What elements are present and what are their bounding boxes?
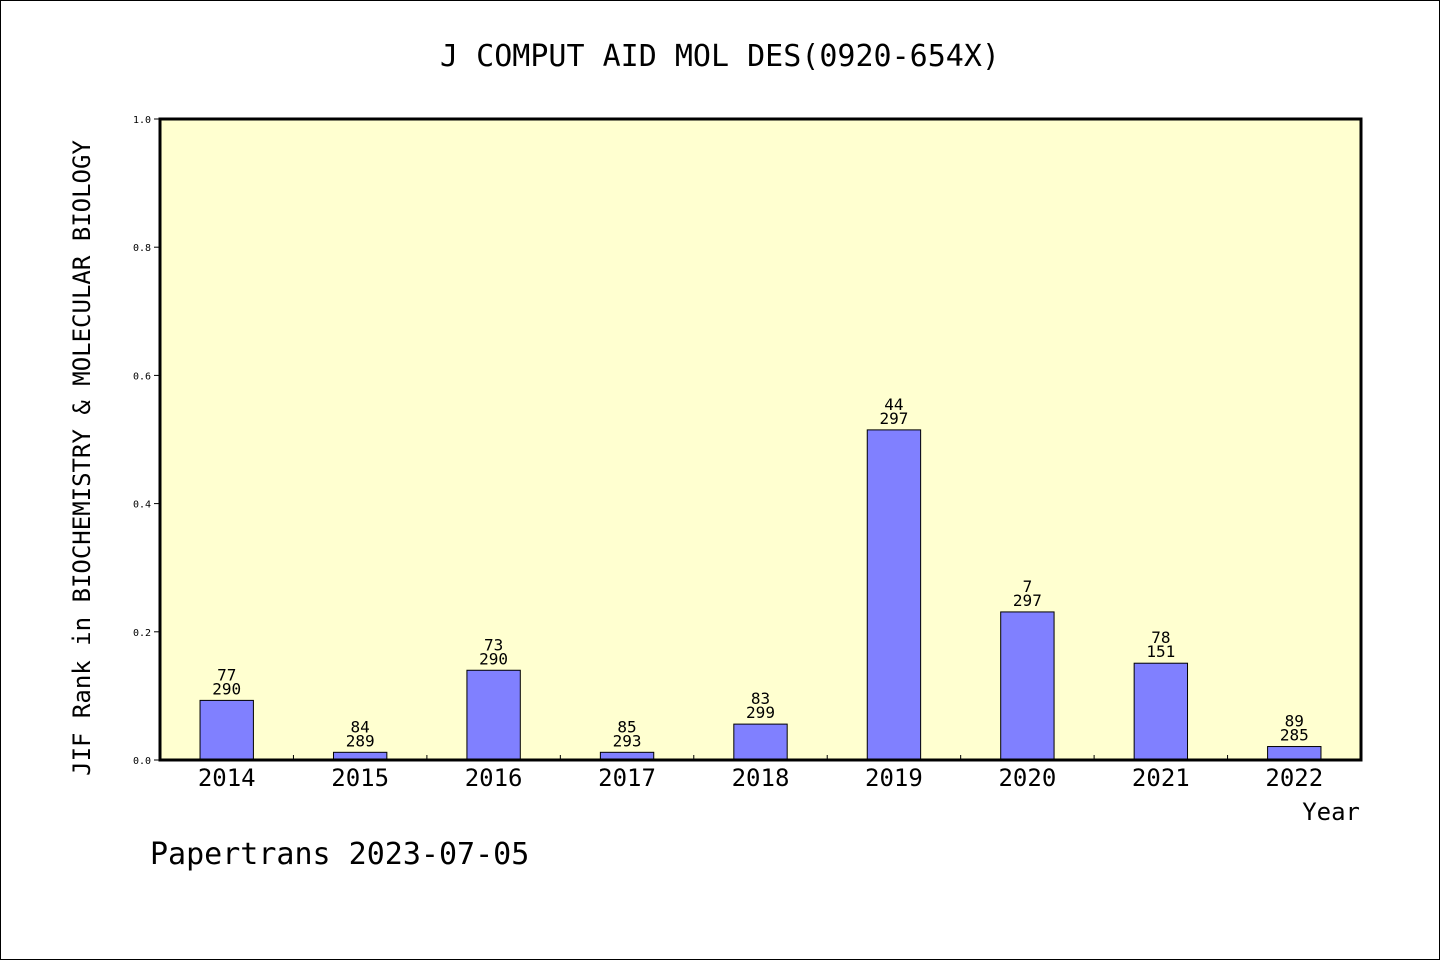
bar-labels: 7729084289732908529383299442977297781518…	[212, 395, 1308, 750]
bar-label-total: 297	[879, 409, 908, 428]
bar-2016	[466, 669, 521, 761]
bar-label-total: 290	[479, 649, 508, 668]
bar-label-total: 293	[613, 731, 642, 750]
x-tick-labels: 2014 2015 2016 2017 2018 2019 2020 2021 2022	[198, 764, 1323, 792]
bar-2014	[199, 699, 254, 761]
x-tick-label: 2021	[1132, 764, 1190, 792]
x-tick-label: 2015	[331, 764, 389, 792]
x-axis-label: Year	[1302, 798, 1360, 826]
bar-label-total: 285	[1280, 726, 1309, 745]
bar-label-total: 151	[1146, 642, 1175, 661]
y-tick-label: 0.6	[133, 371, 151, 382]
plot-area	[160, 119, 1361, 760]
bar-label-total: 299	[746, 703, 775, 722]
x-tick-label: 2018	[732, 764, 790, 792]
bar-label-total: 290	[212, 679, 241, 698]
bar-label-rank: 7	[1023, 577, 1033, 596]
y-tick-label: 1.0	[133, 115, 151, 126]
x-tick-label: 2014	[198, 764, 256, 792]
x-tick-label: 2017	[598, 764, 656, 792]
bar-2021	[1133, 662, 1189, 761]
bar-2020	[1000, 611, 1055, 761]
bar-2018	[733, 723, 788, 761]
y-tick-label: 0.8	[133, 243, 151, 254]
plot-border	[158, 117, 1363, 762]
bar-label-rank: 84	[351, 717, 370, 736]
y-tick-label: 0.2	[133, 628, 151, 639]
bar-label-rank: 89	[1285, 712, 1304, 731]
chart-title: J COMPUT AID MOL DES(0920-654X)	[440, 39, 1000, 74]
footer-credit: Papertrans 2023-07-05	[150, 837, 529, 872]
x-tick-label: 2022	[1265, 764, 1323, 792]
bar-label-total: 297	[1013, 591, 1042, 610]
bars	[199, 429, 1322, 761]
bar-label-rank: 78	[1151, 628, 1170, 647]
bar-label-rank: 83	[751, 689, 770, 708]
y-tick-label: 0.4	[133, 500, 151, 511]
x-tick-label: 2016	[465, 764, 523, 792]
x-tick-label: 2019	[865, 764, 923, 792]
bar-label-rank: 44	[884, 395, 903, 414]
y-axis-ticks: 0.0 0.2 0.4 0.6 0.8 1.0	[133, 115, 160, 767]
bar-label-rank: 85	[617, 717, 636, 736]
bar-label-rank: 73	[484, 635, 503, 654]
bar-2022	[1267, 746, 1322, 761]
y-tick-label: 0.0	[133, 756, 151, 767]
y-axis-label: JIF Rank in BIOCHEMISTRY & MOLECULAR BIO…	[68, 140, 96, 776]
bar-label-total: 289	[346, 731, 375, 750]
bar-label-rank: 77	[217, 665, 236, 684]
bar-2019	[866, 429, 922, 761]
x-tick-label: 2020	[998, 764, 1056, 792]
